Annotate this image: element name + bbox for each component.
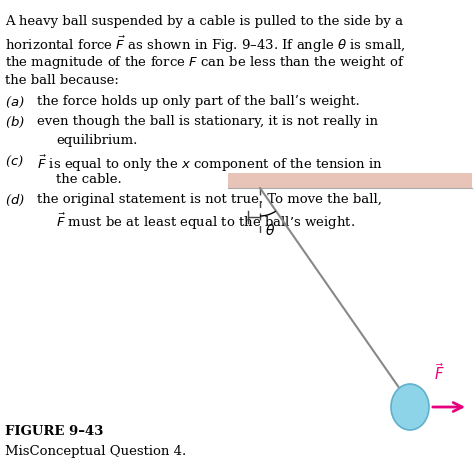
Text: the magnitude of the force $F$ can be less than the weight of: the magnitude of the force $F$ can be le… (5, 54, 405, 71)
Text: the force holds up only part of the ball’s weight.: the force holds up only part of the ball… (37, 95, 360, 108)
Text: MisConceptual Question 4.: MisConceptual Question 4. (5, 445, 186, 458)
Text: $\vec{F}$ is equal to only the $x$ component of the tension in: $\vec{F}$ is equal to only the $x$ compo… (37, 153, 383, 174)
Text: ($c$): ($c$) (5, 153, 24, 169)
Text: ($b$): ($b$) (5, 114, 25, 130)
Bar (228, 173, 472, 188)
Text: ($d$): ($d$) (5, 192, 25, 208)
Text: FIGURE 9–43: FIGURE 9–43 (5, 425, 104, 438)
Text: A heavy ball suspended by a cable is pulled to the side by a: A heavy ball suspended by a cable is pul… (5, 15, 403, 28)
Text: horizontal force $\vec{F}$ as shown in Fig. 9–43. If angle $\theta$ is small,: horizontal force $\vec{F}$ as shown in F… (5, 35, 406, 55)
Text: even though the ball is stationary, it is not really in: even though the ball is stationary, it i… (37, 114, 378, 127)
Text: $\vec{F}$: $\vec{F}$ (434, 362, 445, 383)
Text: $\vec{F}$ must be at least equal to the ball’s weight.: $\vec{F}$ must be at least equal to the … (56, 212, 355, 232)
Text: equilibrium.: equilibrium. (56, 134, 138, 147)
Text: $\theta$: $\theta$ (265, 223, 275, 238)
Text: the original statement is not true. To move the ball,: the original statement is not true. To m… (37, 192, 382, 206)
Ellipse shape (391, 384, 429, 430)
Text: ($a$): ($a$) (5, 95, 25, 110)
Text: the ball because:: the ball because: (5, 74, 119, 86)
Text: the cable.: the cable. (56, 173, 122, 186)
